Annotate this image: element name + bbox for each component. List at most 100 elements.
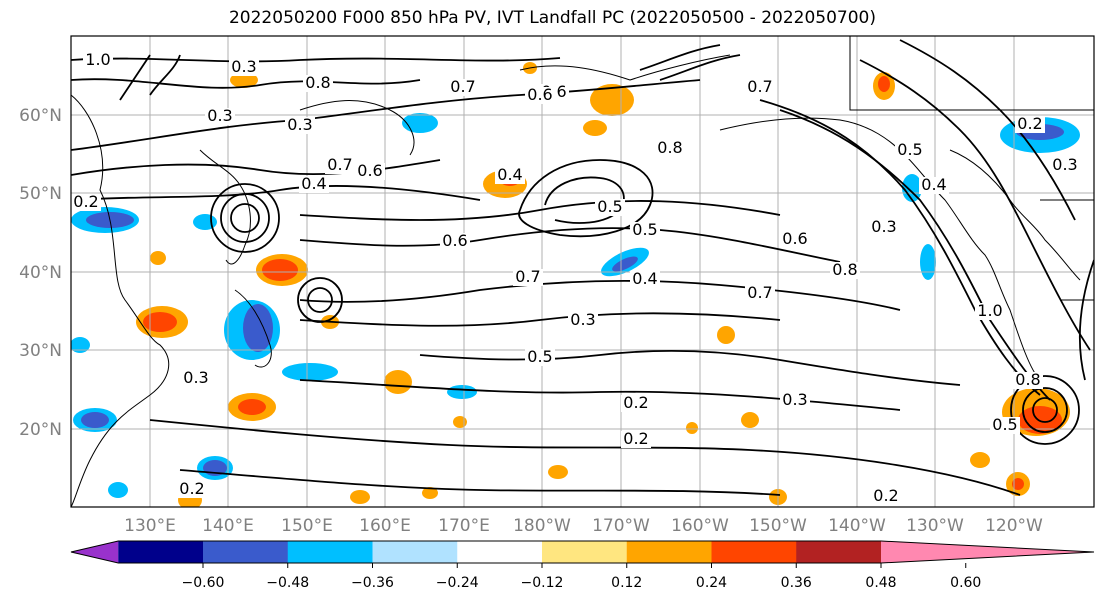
- contour-label-bg: [525, 349, 555, 366]
- contour-label: 0.2: [623, 393, 648, 412]
- colorbar-tick-label: −0.24: [436, 575, 479, 591]
- pos-patch: [583, 120, 607, 136]
- contour-label-bg: [780, 231, 810, 248]
- colorbar-bin: [626, 541, 712, 563]
- lon-label: 130°W: [906, 516, 964, 536]
- contour-label: 0.2: [623, 429, 648, 448]
- contour-label: 0.7: [747, 283, 772, 302]
- lon-label: 130°E: [124, 516, 176, 536]
- contour-label-bg: [1013, 372, 1043, 389]
- contour-label: 0.5: [527, 347, 552, 366]
- pos-patch: [238, 399, 266, 415]
- pos-patch: [262, 259, 298, 281]
- contour-label-bg: [621, 431, 651, 448]
- neg-patch: [81, 412, 109, 428]
- colorbar-tick-label: −0.60: [182, 575, 225, 591]
- pos-patch: [970, 452, 990, 468]
- contour-label-bg: [177, 481, 207, 498]
- pos-patch: [548, 465, 568, 479]
- lat-label: 50°N: [19, 184, 62, 204]
- contour-label-bg: [830, 262, 860, 279]
- contour-label: 0.8: [832, 260, 857, 279]
- contour-label: 0.4: [921, 175, 946, 194]
- contour-label: 0.3: [782, 390, 807, 409]
- contour-label-bg: [780, 392, 810, 409]
- contour-label-bg: [990, 417, 1020, 434]
- contour-label-bg: [303, 75, 333, 92]
- colorbar-bin: [118, 541, 204, 563]
- contour-label-bg: [621, 395, 651, 412]
- contour-label: 0.7: [515, 267, 540, 286]
- pos-patch: [453, 416, 467, 428]
- colorbar-bin: [711, 541, 797, 563]
- contour-label: 0.6: [527, 85, 552, 104]
- lon-label: 150°E: [281, 516, 333, 536]
- map-content: 1.0 0.3 0.3 0.8 0.7 0.6 0.7 0.6 0.4 0.2 0.4 0.8 0.5 0…: [71, 36, 1094, 507]
- lat-label: 30°N: [19, 341, 62, 361]
- contour-label-bg: [595, 199, 625, 216]
- contour-label: 0.8: [1015, 370, 1040, 389]
- contour-label-bg: [448, 79, 478, 96]
- lon-label: 150°W: [749, 516, 807, 536]
- pos-patch: [590, 84, 634, 116]
- contour-label: 0.2: [179, 479, 204, 498]
- lon-label: 120°W: [985, 516, 1043, 536]
- colorbar-tick-label: 0.12: [611, 575, 642, 591]
- pos-patch: [717, 326, 735, 344]
- contour-label: 0.3: [570, 310, 595, 329]
- contour-label-bg: [513, 269, 543, 286]
- neg-patch: [71, 337, 90, 353]
- contour-label-bg: [205, 108, 235, 125]
- lon-label: 160°E: [359, 516, 411, 536]
- neg-patch: [243, 304, 273, 352]
- pos-patch: [741, 412, 759, 428]
- colorbar-extend-high: [881, 541, 1094, 563]
- contour-label-bg: [655, 140, 685, 157]
- colorbar-bin: [203, 541, 289, 563]
- contour-label-bg: [285, 117, 315, 134]
- contour-label: 0.3: [231, 57, 256, 76]
- pos-patch: [422, 487, 438, 499]
- lon-label: 140°W: [828, 516, 886, 536]
- colorbar-outline: [70, 540, 1095, 564]
- neg-patch: [447, 385, 477, 399]
- contour-label: 0.8: [305, 73, 330, 92]
- contour-label-bg: [975, 303, 1005, 320]
- contour-label-bg: [630, 222, 660, 239]
- contour-label: 0.6: [442, 231, 467, 250]
- contour-label-bg: [299, 176, 329, 193]
- contour-label-bg: [181, 370, 211, 387]
- contour-label: 0.8: [657, 138, 682, 157]
- colorbar-bin: [372, 541, 458, 563]
- contour-label: 0.5: [597, 197, 622, 216]
- contour-label: 0.4: [301, 174, 326, 193]
- colorbar-tick-label: −0.48: [266, 575, 309, 591]
- contour-label-bg: [871, 488, 901, 505]
- contour-label-bg: [919, 177, 949, 194]
- neg-patch: [612, 256, 638, 272]
- contour-label: 0.7: [450, 77, 475, 96]
- pos-patch: [686, 422, 698, 434]
- contour-label: 0.5: [897, 140, 922, 159]
- contour-label: 0.6: [357, 161, 382, 180]
- contour-label-bg: [495, 167, 525, 184]
- contour-labels: 1.0 0.3 0.3 0.8 0.7 0.6 0.7 0.6 0.4 0.2 0.4 0.8 0.5 0…: [71, 50, 1080, 505]
- contour-label: 1.0: [977, 301, 1002, 320]
- contour-label-bg: [1015, 116, 1045, 133]
- coastlines: [71, 36, 1094, 507]
- lon-label: 180°W: [513, 516, 571, 536]
- colorbar-extend-low: [71, 541, 119, 563]
- contour-label-bg: [895, 142, 925, 159]
- contour-label-bg: [325, 157, 355, 174]
- contour-label-bg: [630, 271, 660, 288]
- neg-patch: [193, 214, 217, 230]
- colorbar-bin: [542, 541, 628, 563]
- contour-label: 0.3: [207, 106, 232, 125]
- map-border: [70, 35, 1095, 508]
- contour-label-bg: [525, 87, 555, 104]
- contour-label-bg: [745, 285, 775, 302]
- lat-axis-labels: 60°N 50°N 40°N 30°N 20°N: [19, 106, 62, 440]
- neg-patch: [920, 244, 936, 280]
- contour-label: 0.3: [183, 368, 208, 387]
